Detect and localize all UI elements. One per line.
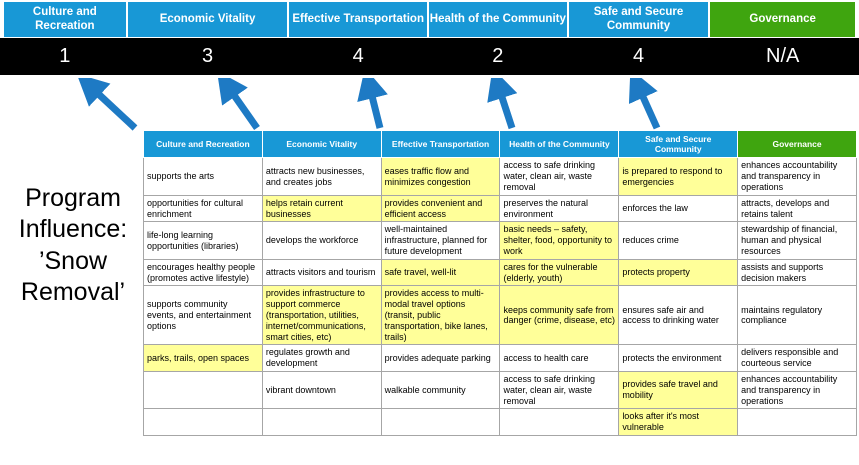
matrix-cell-7-5 — [737, 408, 857, 436]
matrix-cell-5-3: access to health care — [499, 344, 620, 372]
matrix-cell-1-5: attracts, develops and retains talent — [737, 194, 857, 223]
matrix-row-0: supports the arts attracts new businesses… — [143, 157, 857, 196]
matrix-cell-3-0: encourages healthy people (promotes acti… — [143, 258, 263, 287]
score-value-3: 2 — [492, 45, 504, 67]
matrix-cell-4-0: supports community events, and entertain… — [143, 285, 263, 346]
matrix-row-5: parks, trails, open spaces regulates grow… — [143, 344, 857, 372]
matrix-cell-3-3: cares for the vulnerable (elderly, youth… — [499, 258, 620, 287]
matrix-cell-4-2: provides access to multi-modal travel op… — [380, 285, 501, 346]
matrix-cell-0-0: supports the arts — [143, 157, 263, 196]
matrix-cell-2-1: develops the workforce — [261, 221, 382, 260]
matrix-cell-0-2: eases traffic flow and minimizes congest… — [380, 157, 501, 196]
matrix-cell-1-0: opportunities for cultural enrichment — [143, 194, 263, 223]
matrix-cell-6-1: vibrant downtown — [261, 370, 382, 410]
matrix-cell-1-1: helps retain current businesses — [261, 194, 382, 223]
scoreboard-headers: Culture and Recreation Economic Vitality E… — [0, 0, 859, 37]
matrix-cell-2-5: stewardship of financial, human and phys… — [737, 221, 857, 260]
matrix-row-6: vibrant downtown walkable community access… — [143, 370, 857, 410]
influence-arrow — [628, 78, 661, 130]
matrix-cell-1-2: provides convenient and efficient access — [380, 194, 501, 223]
matrix-row-1: opportunities for cultural enrichment hel… — [143, 194, 857, 223]
matrix-cell-7-4: looks after it's most vulnerable — [618, 408, 739, 436]
score-value-2: 4 — [352, 45, 364, 67]
matrix-cell-0-3: access to safe drinking water, clean air… — [499, 157, 620, 196]
matrix-cell-5-0: parks, trails, open spaces — [143, 344, 263, 372]
matrix-cell-2-2: well-maintained infrastructure, planned … — [380, 221, 501, 260]
score-value-5: N/A — [766, 45, 800, 67]
matrix-cell-3-5: assists and supports decision makers — [737, 258, 857, 287]
matrix-cell-6-3: access to safe drinking water, clean air… — [499, 370, 620, 410]
influence-arrow — [216, 78, 260, 131]
score-value-4: 4 — [632, 45, 645, 67]
matrix-cell-4-1: provides infrastructure to support comme… — [261, 285, 382, 346]
matrix-cell-0-5: enhances accountability and transparency… — [737, 157, 857, 196]
matrix-cell-5-1: regulates growth and development — [261, 344, 382, 372]
scoreboard-header-1: Economic Vitality — [127, 2, 288, 37]
matrix-cell-7-1 — [261, 408, 382, 436]
matrix-cell-5-5: delivers responsible and courteous servi… — [737, 344, 857, 372]
matrix-header-5: Governance — [737, 129, 857, 159]
matrix-cell-5-4: protects the environment — [618, 344, 739, 372]
matrix-row-7: looks after it's most vulnerable — [143, 408, 857, 436]
matrix-cell-6-5: enhances accountability and transparency… — [737, 370, 857, 410]
matrix-cell-7-2 — [380, 408, 501, 436]
page-title: Program Influence: ’Snow Removal’ — [18, 184, 128, 306]
matrix-cell-1-4: enforces the law — [618, 194, 739, 223]
matrix-cell-7-3 — [499, 408, 620, 436]
matrix-row-2: life-long learning opportunities (librar… — [143, 221, 857, 260]
matrix-row-3: encourages healthy people (promotes acti… — [143, 258, 857, 287]
matrix-row-4: supports community events, and entertain… — [143, 285, 857, 346]
score-value-1: 3 — [201, 45, 214, 67]
matrix-cell-3-1: attracts visitors and tourism — [261, 258, 382, 287]
matrix-cell-0-1: attracts new businesses, and creates job… — [261, 157, 382, 196]
matrix-cell-4-5: maintains regulatory compliance — [737, 285, 857, 346]
matrix-header-1: Economic Vitality — [261, 129, 382, 159]
scoreboard-header-2: Effective Transportation — [289, 2, 427, 37]
scoreboard-values: 1 3 4 2 4 N/A — [0, 38, 859, 75]
matrix-cell-3-4: protects property — [618, 258, 739, 287]
matrix-cell-5-2: provides adequate parking — [380, 344, 501, 372]
matrix-cell-4-3: keeps community safe from danger (crime,… — [499, 285, 620, 346]
scoreboard-header-0: Culture and Recreation — [4, 2, 126, 37]
scoreboard-header-3: Health of the Community — [429, 2, 567, 37]
matrix-header-row: Culture and Recreation Economic Vitality E… — [143, 129, 857, 159]
influence-arrow — [487, 78, 518, 130]
scoreboard-header-4: Safe and Secure Community — [568, 2, 709, 37]
matrix-cell-7-0 — [143, 408, 263, 436]
influence-arrow — [76, 78, 138, 131]
matrix-header-0: Culture and Recreation — [143, 129, 263, 159]
score-value-0: 1 — [59, 45, 71, 67]
matrix-cell-6-4: provides safe travel and mobility — [618, 370, 739, 410]
influence-arrow — [357, 78, 388, 129]
matrix-cell-2-0: life-long learning opportunities (librar… — [143, 221, 263, 260]
matrix-cell-1-3: preserves the natural environment — [499, 194, 620, 223]
influence-arrows — [76, 78, 661, 131]
matrix-cell-0-4: is prepared to respond to emergencies — [618, 157, 739, 196]
matrix-cell-2-4: reduces crime — [618, 221, 739, 260]
matrix-cell-3-2: safe travel, well-lit — [380, 258, 501, 287]
matrix-header-2: Effective Transportation — [380, 129, 501, 159]
influence-matrix: Culture and Recreation Economic Vitality E… — [143, 129, 857, 436]
scoreboard-header-5: Governance — [710, 2, 855, 37]
matrix-header-4: Safe and Secure Community — [618, 129, 739, 159]
matrix-cell-4-4: ensures safe air and access to drinking … — [618, 285, 739, 346]
matrix-header-3: Health of the Community — [499, 129, 620, 159]
matrix-cell-2-3: basic needs – safety, shelter, food, opp… — [499, 221, 620, 260]
matrix-cell-6-0 — [143, 370, 263, 410]
matrix-cell-6-2: walkable community — [380, 370, 501, 410]
